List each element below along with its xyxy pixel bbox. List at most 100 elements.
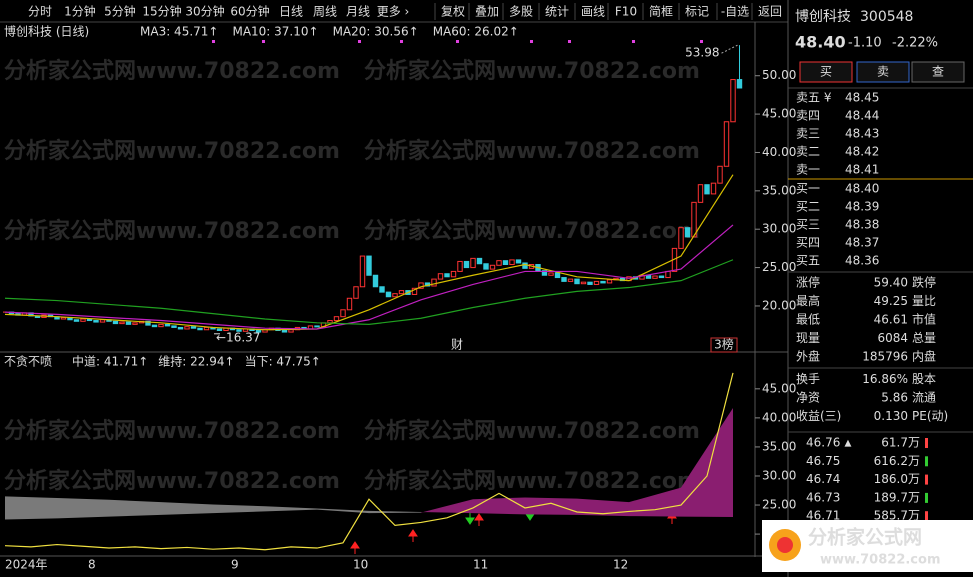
candle: [255, 330, 262, 333]
band-fill: [629, 487, 681, 517]
book-price: 48.44: [845, 109, 879, 123]
tool-button[interactable]: 复权: [441, 5, 465, 19]
candle: [567, 278, 574, 282]
stat-label: 最高: [796, 293, 820, 308]
indicator-label: 中道: 41.71↑: [72, 354, 148, 369]
candle: [346, 297, 353, 311]
tool-button[interactable]: 标记: [685, 5, 709, 19]
candle: [658, 275, 665, 279]
trade-button-label[interactable]: 买: [820, 65, 832, 79]
trade-button[interactable]: [856, 61, 910, 83]
stat-label: 量比: [912, 294, 936, 308]
book-label: 卖二: [796, 145, 820, 159]
ma-label: MA3: 45.71↑: [140, 25, 218, 39]
y-tick-label: 25.00: [762, 498, 796, 512]
period-tab[interactable]: 15分钟: [142, 4, 181, 19]
event-dots: [212, 40, 703, 43]
tool-button[interactable]: 叠加: [475, 5, 499, 19]
tick-volume: 616.2万: [874, 454, 920, 468]
book-label: 买四: [796, 236, 820, 250]
event-note: 3榜: [714, 337, 734, 352]
book-label: 买二: [796, 200, 820, 214]
ma-label: MA10: 37.10↑: [232, 25, 318, 39]
candle: [730, 79, 736, 123]
ma-label: MA20: 30.56↑: [333, 25, 419, 39]
book-price: 48.43: [845, 127, 879, 141]
period-tab[interactable]: 日线: [279, 5, 303, 19]
stat-label: 股本: [912, 372, 936, 386]
candle: [665, 270, 671, 279]
candle: [606, 279, 613, 284]
candle: [574, 278, 580, 285]
candle: [554, 272, 561, 279]
period-tab[interactable]: 5分钟: [104, 4, 136, 19]
trade-button-label[interactable]: 查: [932, 65, 944, 79]
band-fill: [317, 508, 369, 514]
period-tab[interactable]: 1分钟: [64, 4, 96, 19]
trade-button[interactable]: [911, 61, 965, 83]
period-tab[interactable]: 30分钟: [185, 4, 224, 19]
trade-button-label[interactable]: 卖: [877, 65, 889, 79]
stat-value: 0.130: [874, 409, 908, 423]
indicator-label: 维持: 22.94↑: [158, 354, 234, 369]
candle: [437, 273, 444, 280]
y-tick-label: 45.00: [762, 107, 796, 121]
candle: [593, 280, 600, 285]
candle: [197, 327, 203, 331]
candle: [353, 286, 359, 299]
tool-button[interactable]: -自选: [721, 5, 749, 19]
candle: [359, 255, 366, 288]
stat-value: 16.86%: [862, 372, 908, 386]
tick-volume: 585.7万: [874, 509, 920, 523]
tool-button[interactable]: 统计: [545, 5, 569, 19]
stat-value: 49.25: [874, 294, 908, 308]
tool-button[interactable]: 多股: [509, 5, 533, 19]
y-tick-label: 45.00: [762, 381, 796, 395]
tool-button[interactable]: 返回: [758, 5, 782, 19]
tick-dir: ▲: [845, 439, 852, 449]
stat-label: PE(动): [912, 409, 948, 423]
y-tick-label: 50.00: [762, 68, 796, 82]
candle: [93, 320, 99, 323]
tool-button[interactable]: F10: [615, 5, 637, 19]
candle: [281, 330, 288, 333]
date-label: 10: [353, 558, 368, 572]
book-price: 48.38: [845, 218, 879, 232]
candle: [509, 259, 515, 266]
event-box: [710, 337, 738, 353]
y-tick-label: 35.00: [762, 183, 796, 197]
watermark: 分析家公式网www.70822.com: [4, 58, 340, 84]
watermark: 分析家公式网www.70822.com: [4, 138, 340, 164]
stat-label: 收益(三): [796, 409, 841, 423]
candle: [489, 264, 496, 270]
candle: [379, 286, 385, 293]
candle: [600, 280, 606, 284]
book-label: 卖一: [796, 163, 820, 177]
candle: [691, 201, 697, 238]
watermark: 分析家公式网www.70822.com: [4, 218, 340, 244]
band-fill: [5, 496, 57, 520]
candle: [723, 121, 730, 167]
watermark: 分析家公式网www.70822.com: [364, 468, 700, 494]
candle: [450, 270, 457, 278]
tool-button[interactable]: 画线: [581, 5, 605, 19]
tool-button[interactable]: 简框: [649, 5, 673, 19]
book-price: 48.36: [845, 254, 879, 268]
y-tick-label: 20.00: [762, 298, 796, 312]
candle: [73, 319, 80, 322]
high-leader: [721, 44, 738, 54]
period-tab[interactable]: 周线: [313, 5, 337, 19]
change-pct: -2.22%: [892, 36, 938, 51]
period-tab[interactable]: 月线: [346, 5, 370, 19]
period-tab[interactable]: 分时: [28, 5, 52, 19]
stat-value: 46.61: [874, 313, 908, 327]
trade-button[interactable]: [799, 61, 853, 83]
candle: [710, 182, 717, 195]
logo-icon-inner: [777, 537, 793, 553]
period-tab[interactable]: 更多 ›: [377, 5, 410, 19]
period-tab[interactable]: 60分钟: [230, 4, 269, 19]
candle: [580, 281, 587, 285]
stat-label: 最低: [796, 313, 820, 327]
book-label: 卖四: [796, 109, 820, 123]
tick-bar: [925, 474, 928, 485]
